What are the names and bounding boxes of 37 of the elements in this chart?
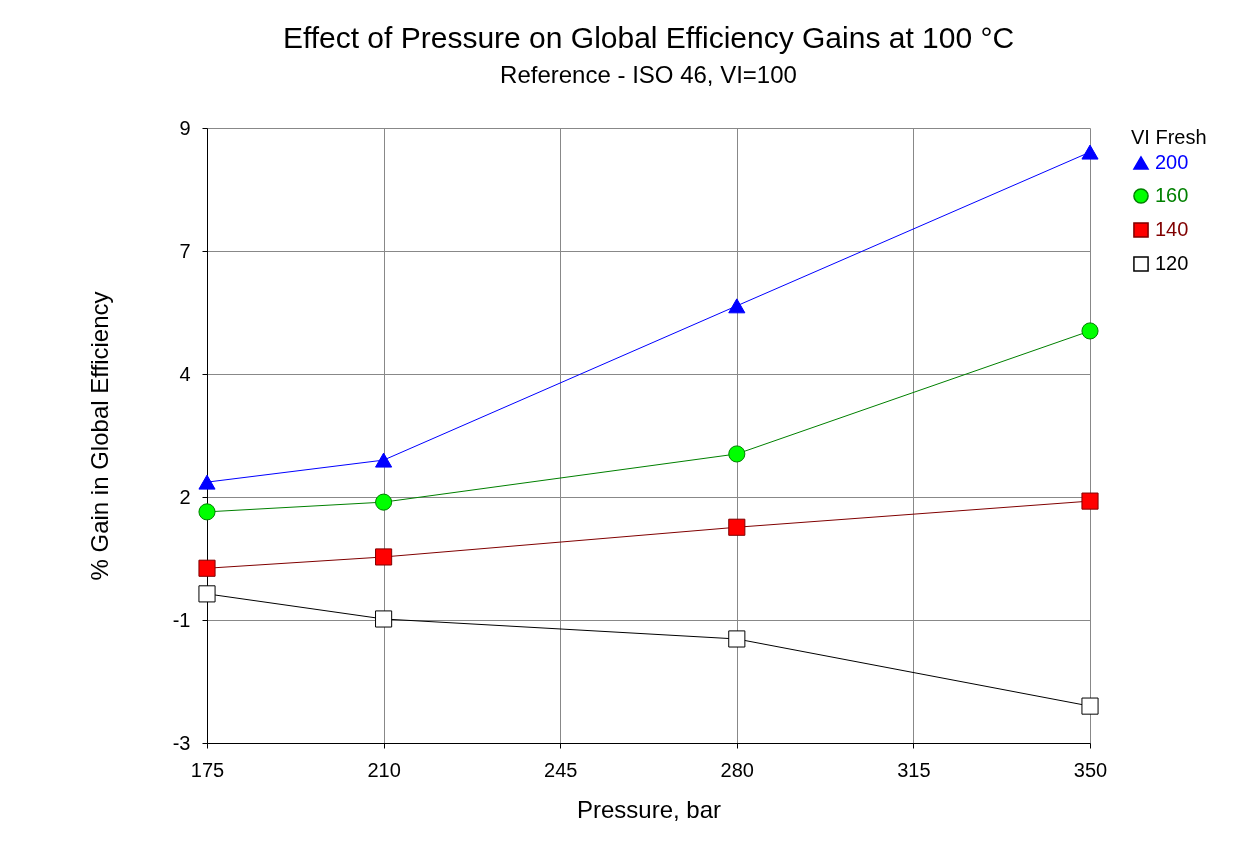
- point: [1081, 144, 1099, 160]
- x-tick-label: 350: [1073, 758, 1108, 781]
- point: [375, 548, 393, 566]
- y-tick-label: -1: [172, 608, 191, 631]
- legend-label: 140: [1155, 218, 1189, 240]
- point: [728, 630, 746, 648]
- y-tick-label: 2: [179, 485, 191, 508]
- point: [728, 518, 746, 536]
- legend-label: 160: [1155, 184, 1189, 206]
- chart-subtitle: Reference - ISO 46, VI=100: [500, 61, 797, 88]
- point: [1081, 492, 1099, 510]
- point: [728, 298, 746, 314]
- point: [375, 493, 393, 511]
- y-axis-title: % Gain in Global Efficiency: [85, 291, 113, 581]
- point: [375, 610, 393, 628]
- point: [1081, 697, 1099, 715]
- point: [375, 452, 393, 468]
- point: [198, 585, 216, 603]
- x-tick-label: 210: [367, 758, 401, 781]
- legend-title: VI Fresh: [1131, 126, 1207, 148]
- x-tick-label: 245: [544, 758, 578, 781]
- point: [198, 559, 216, 577]
- point: [1081, 322, 1099, 340]
- point: [728, 445, 746, 463]
- legend-label: 200: [1155, 151, 1189, 173]
- y-tick-label: 4: [179, 362, 191, 385]
- x-tick-label: 280: [720, 758, 754, 781]
- chart-title: Effect of Pressure on Global Efficiency Gains at 100 °C: [282, 21, 1015, 54]
- point: [198, 474, 216, 490]
- y-tick-label: 9: [179, 116, 191, 139]
- point: [198, 503, 216, 521]
- x-axis-title: Pressure, bar: [576, 795, 722, 823]
- legend-label: 120: [1155, 252, 1189, 274]
- y-tick-label: 7: [179, 239, 191, 262]
- x-tick-label: 175: [190, 758, 225, 781]
- x-tick-label: 315: [897, 758, 931, 781]
- y-tick-label: -3: [172, 731, 191, 754]
